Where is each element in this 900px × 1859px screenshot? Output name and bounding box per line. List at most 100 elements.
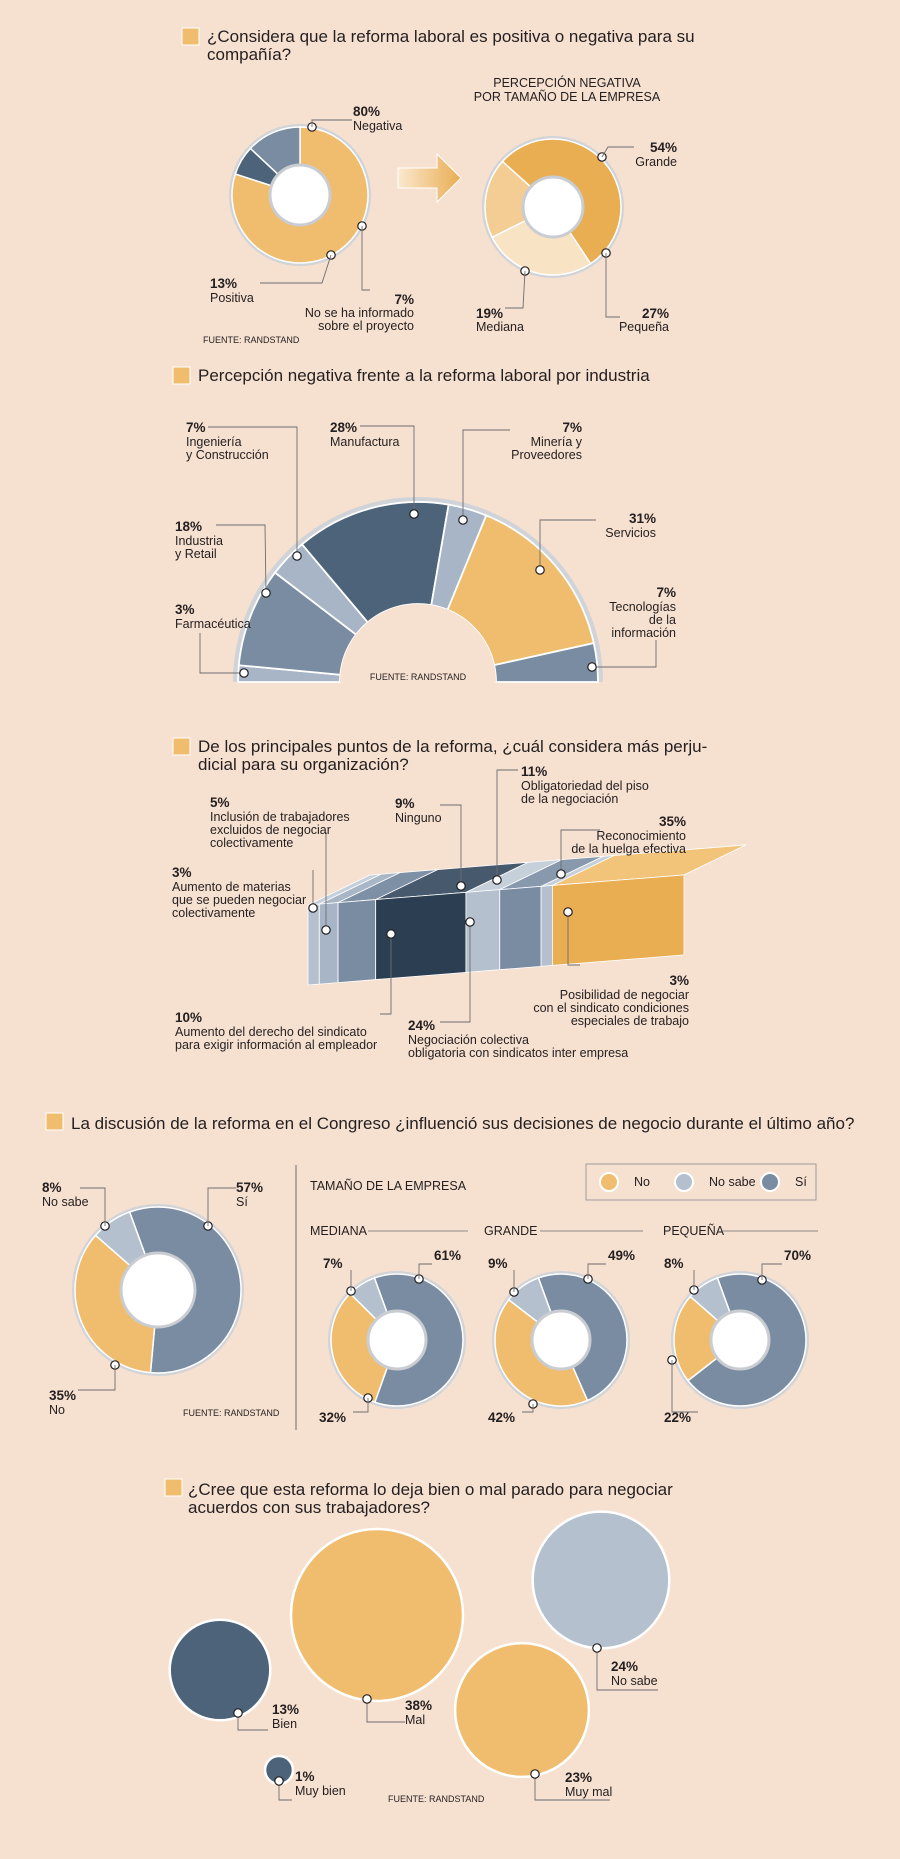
s1-grande-label: Grande — [635, 155, 677, 169]
s2-pct: 7% — [562, 420, 582, 435]
s3-dot — [492, 875, 502, 885]
s4-size-header: GRANDE — [484, 1224, 537, 1238]
s1-mediana-label: Mediana — [476, 320, 524, 334]
s3-label: de la negociación — [521, 792, 618, 806]
q5-title: acuerdos con sus trabajadores? — [188, 1498, 430, 1517]
s1-pequena-pct: 27% — [642, 306, 669, 321]
s3-leader — [560, 829, 600, 874]
s1-grande-pct: 54% — [650, 140, 677, 155]
s5-bubble — [289, 1527, 465, 1703]
q4-square-icon — [45, 1112, 64, 1131]
s2-pct: 7% — [186, 420, 206, 435]
s4-total-nosabe-pct: 8% — [42, 1180, 62, 1195]
s4-legend-label: No — [634, 1175, 650, 1189]
q2-title: Percepción negativa frente a la reforma … — [198, 366, 650, 385]
s3-label: especiales de trabajo — [571, 1014, 689, 1028]
s1-noinf-pct: 7% — [394, 292, 414, 307]
s4-size-header: PEQUEÑA — [663, 1224, 725, 1238]
s1-noinf-label-1: No se ha informado — [305, 306, 414, 320]
s3-pct: 10% — [175, 1010, 202, 1025]
q4-title: La discusión de la reforma en el Congres… — [71, 1114, 854, 1133]
s5-pct: 1% — [295, 1769, 315, 1784]
s3-leader — [440, 922, 471, 1023]
s3-leader — [567, 912, 580, 966]
s1-right-title: PERCEPCIÓN NEGATIVA — [493, 75, 641, 90]
s4-si-pct: 61% — [434, 1248, 461, 1263]
s3-label: Reconocimiento — [596, 829, 686, 843]
s1-pequena-label: Pequeña — [619, 320, 669, 334]
s4-legend-swatch — [599, 1172, 619, 1192]
s3-bar-front — [540, 885, 553, 967]
s2-pct: 3% — [175, 602, 195, 617]
s5-dot — [592, 1643, 602, 1653]
s5-pct: 13% — [272, 1702, 299, 1717]
s2-dot — [409, 509, 419, 519]
s4-size-header: MEDIANA — [310, 1224, 368, 1238]
s3-leader — [440, 804, 462, 886]
s4-nosabe-pct: 8% — [664, 1256, 684, 1271]
q1-square-icon — [181, 27, 200, 46]
s3-label: que se pueden negociar — [172, 893, 306, 907]
s5-label: Muy mal — [565, 1785, 612, 1799]
s3-dot — [321, 925, 331, 935]
s3-label: excluidos de negociar — [210, 823, 331, 837]
s5-bubble — [453, 1641, 591, 1779]
s4-si-pct: 70% — [784, 1248, 811, 1263]
s2-label: información — [611, 626, 676, 640]
q3-title: De los principales puntos de la reforma,… — [198, 737, 707, 756]
s3-dot — [386, 929, 396, 939]
s2-label: Servicios — [605, 526, 656, 540]
s2-hole — [340, 604, 496, 682]
s2-label: Manufactura — [330, 435, 400, 449]
s4-no-pct: 22% — [664, 1410, 691, 1425]
s3-bar-front — [499, 885, 542, 971]
s3-pct: 9% — [395, 796, 415, 811]
q2-square-icon — [172, 366, 191, 385]
s4-total-hole — [119, 1251, 197, 1329]
s3-pct: 35% — [659, 814, 686, 829]
s3-label: colectivamente — [210, 836, 293, 850]
s3-label: Inclusión de trabajadores — [210, 810, 350, 824]
s5-source: FUENTE: RANDSTAND — [388, 1794, 485, 1804]
s2-pct: 28% — [330, 420, 357, 435]
s2-label: Minería y — [531, 435, 583, 449]
s3-dot — [556, 869, 566, 879]
s2-label: de la — [649, 613, 676, 627]
s2-source: FUENTE: RANDSTAND — [370, 672, 467, 682]
s2-label: Industria — [175, 534, 223, 548]
leader-line — [522, 1404, 534, 1413]
s3-pct: 11% — [521, 764, 547, 779]
s2-pct: 7% — [656, 585, 676, 600]
s5-dot — [530, 1769, 540, 1779]
s2-pct: 18% — [175, 519, 202, 534]
s2-leader — [360, 425, 415, 514]
q1-title: compañía? — [207, 45, 291, 64]
s3-label: Aumento de materias — [172, 880, 291, 894]
s3-label: para exigir información al empleador — [175, 1038, 377, 1052]
s2-leader — [462, 429, 510, 520]
s1-main-hole — [268, 163, 332, 227]
s3-dot — [465, 917, 475, 927]
leader-line — [418, 1263, 432, 1279]
s5-dot — [274, 1776, 284, 1786]
s2-dot — [239, 668, 249, 678]
s4-no-pct: 32% — [319, 1410, 346, 1425]
s2-label: Ingeniería — [186, 435, 242, 449]
s1-negativa-label: Negativa — [353, 119, 402, 133]
s4-si-pct: 49% — [608, 1248, 635, 1263]
s3-label: Negociación colectiva — [408, 1033, 529, 1047]
s1-positiva-pct: 13% — [210, 276, 237, 291]
s4-grande-hole — [530, 1309, 592, 1371]
q5-title: ¿Cree que esta reforma lo deja bien o ma… — [188, 1480, 673, 1499]
leader-line — [601, 146, 634, 158]
s5-leader — [596, 1648, 658, 1691]
s4-total-si-pct: 57% — [236, 1180, 263, 1195]
s2-leader — [592, 640, 657, 668]
s3-bar-front — [337, 899, 377, 984]
s4-total-si-label: Sí — [236, 1195, 248, 1209]
s4-legend-box — [585, 1163, 817, 1201]
s2-dot — [261, 588, 271, 598]
s5-label: No sabe — [611, 1674, 658, 1688]
